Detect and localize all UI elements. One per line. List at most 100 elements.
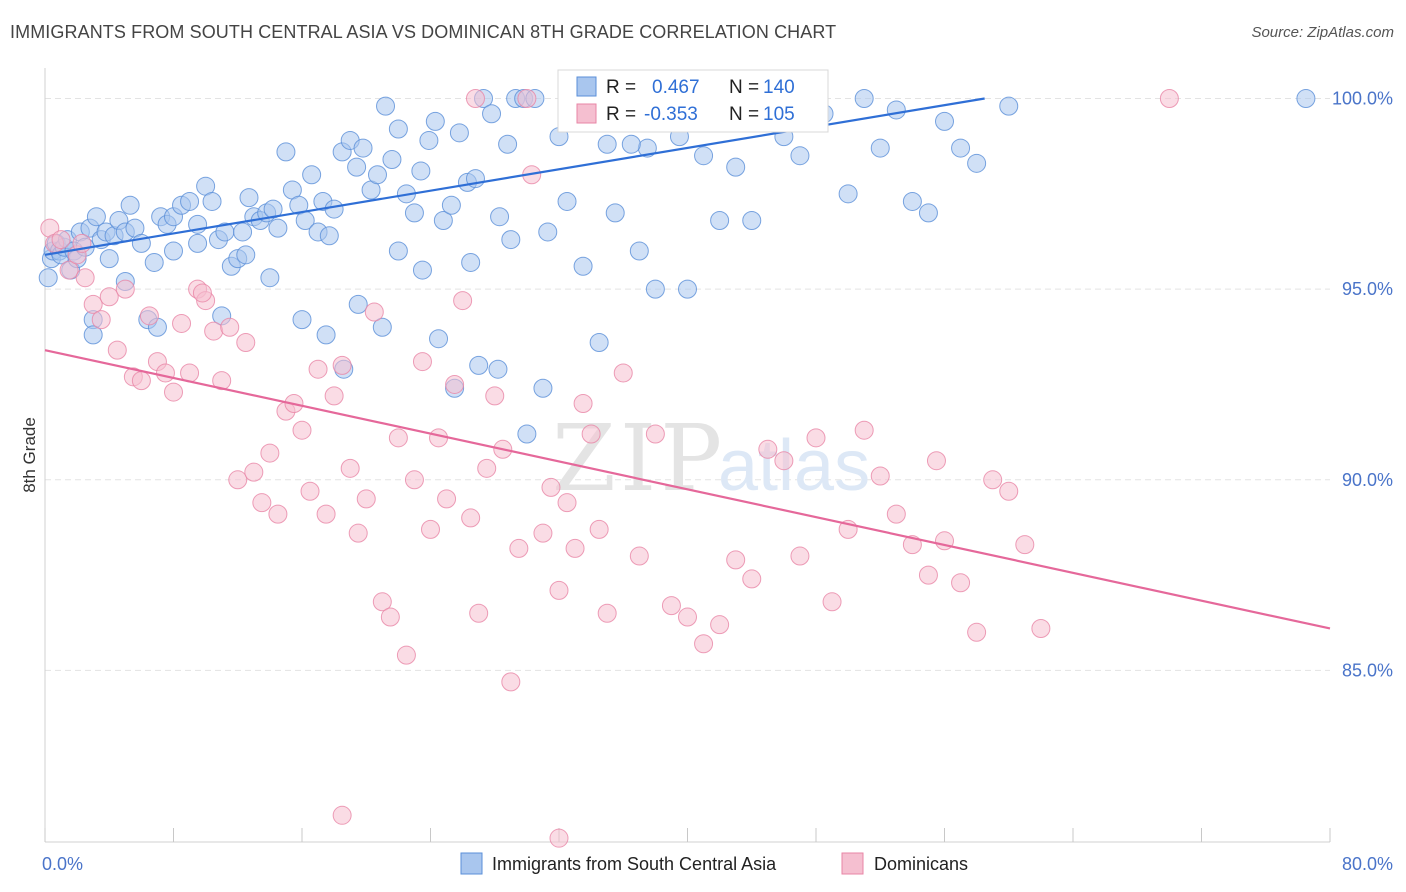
stats-n-value-blue: 140 — [763, 77, 795, 98]
grid-layer — [45, 98, 1330, 671]
point-dominicans — [445, 374, 465, 394]
point-dominicans — [348, 523, 368, 543]
point-dominicans — [356, 489, 376, 509]
point-south-central-asia — [411, 161, 431, 181]
point-south-central-asia — [441, 195, 461, 215]
point-dominicans — [557, 493, 577, 513]
point-south-central-asia — [935, 111, 954, 131]
point-dominicans — [204, 321, 224, 341]
point-south-central-asia — [388, 241, 408, 261]
point-dominicans — [340, 458, 360, 478]
point-south-central-asia — [419, 130, 439, 150]
point-south-central-asia — [99, 249, 119, 269]
point-dominicans — [597, 603, 617, 623]
point-south-central-asia — [276, 142, 296, 162]
point-south-central-asia — [404, 203, 424, 223]
point-south-central-asia — [347, 157, 367, 177]
point-south-central-asia — [38, 268, 58, 288]
y-tick-label: 100.0% — [1332, 89, 1393, 109]
point-south-central-asia — [86, 207, 106, 227]
point-dominicans — [131, 371, 151, 391]
point-south-central-asia — [488, 359, 508, 379]
stats-r-label-pink: R = — [606, 104, 636, 125]
point-dominicans — [364, 302, 384, 322]
point-south-central-asia — [268, 218, 288, 238]
x-tick-label: 0.0% — [42, 854, 83, 874]
stats-n-label-blue: N = — [729, 77, 759, 98]
point-south-central-asia — [710, 211, 730, 231]
point-dominicans — [59, 260, 79, 280]
point-dominicans — [220, 317, 240, 337]
point-south-central-asia — [316, 325, 336, 345]
point-dominicans — [541, 477, 561, 497]
point-south-central-asia — [461, 252, 481, 272]
point-south-central-asia — [726, 157, 746, 177]
point-dominicans — [83, 294, 103, 314]
point-dominicans — [421, 519, 440, 539]
point-south-central-asia — [144, 252, 164, 272]
point-dominicans — [790, 546, 810, 566]
point-south-central-asia — [589, 333, 609, 353]
point-south-central-asia — [1296, 89, 1316, 109]
point-dominicans — [212, 371, 232, 391]
point-dominicans — [75, 268, 95, 288]
point-south-central-asia — [469, 355, 489, 375]
point-dominicans — [951, 573, 971, 593]
legend-swatch-dominicans — [841, 852, 864, 875]
point-dominicans — [581, 424, 601, 444]
point-dominicans — [155, 363, 175, 383]
stats-n-label-pink: N = — [729, 104, 759, 125]
y-tick-label: 95.0% — [1342, 279, 1393, 299]
point-dominicans — [918, 565, 938, 585]
point-south-central-asia — [188, 233, 208, 253]
point-dominicans — [549, 580, 569, 600]
point-dominicans — [710, 615, 730, 635]
point-south-central-asia — [353, 138, 373, 158]
point-dominicans — [465, 89, 485, 109]
point-dominicans — [678, 607, 697, 627]
point-south-central-asia — [573, 256, 593, 276]
point-dominicans — [983, 470, 1003, 490]
stats-legend-swatch-blue — [576, 76, 597, 97]
point-south-central-asia — [319, 226, 339, 246]
point-south-central-asia — [164, 241, 183, 261]
point-south-central-asia — [854, 89, 874, 109]
point-dominicans — [565, 538, 585, 558]
point-dominicans — [1159, 89, 1179, 109]
y-axis-label: 8th Grade — [20, 417, 39, 493]
point-dominicans — [822, 592, 842, 612]
point-dominicans — [139, 306, 159, 326]
legend-swatch-south-central-asia — [460, 852, 483, 875]
stats-r-label-blue: R = — [606, 77, 636, 98]
point-dominicans — [533, 523, 553, 543]
point-dominicans — [926, 451, 946, 471]
point-south-central-asia — [694, 146, 714, 166]
point-south-central-asia — [517, 424, 537, 444]
point-south-central-asia — [678, 279, 697, 299]
stats-r-value-pink: -0.353 — [644, 104, 698, 125]
point-dominicans — [236, 333, 256, 353]
axis-layer: 100.0% 95.0% 90.0% 85.0% 0.0% 80.0% — [42, 68, 1393, 874]
point-dominicans — [107, 340, 127, 360]
point-dominicans — [404, 470, 424, 490]
x-tick-label: 80.0% — [1342, 854, 1393, 874]
point-dominicans — [372, 592, 392, 612]
point-dominicans — [726, 550, 746, 570]
point-dominicans — [469, 603, 489, 623]
point-south-central-asia — [263, 199, 283, 219]
watermark: ZIP atlas — [552, 405, 870, 512]
legend-label-dominicans: Dominicans — [874, 854, 968, 874]
point-south-central-asia — [433, 211, 453, 231]
point-dominicans — [613, 363, 633, 383]
trendline-dominicans — [44, 349, 1331, 630]
point-dominicans — [453, 291, 473, 311]
point-dominicans — [589, 519, 609, 539]
point-south-central-asia — [292, 310, 312, 330]
point-dominicans — [99, 287, 119, 307]
point-south-central-asia — [498, 134, 518, 154]
point-south-central-asia — [870, 138, 890, 158]
point-south-central-asia — [597, 134, 617, 154]
point-south-central-asia — [790, 146, 810, 166]
point-dominicans — [758, 439, 778, 459]
